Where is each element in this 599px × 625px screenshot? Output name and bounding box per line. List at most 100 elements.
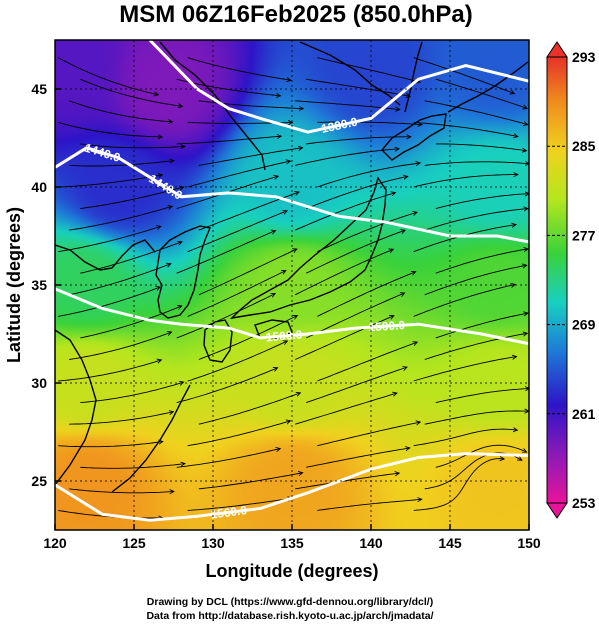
streamline — [198, 393, 300, 425]
streamline — [413, 459, 504, 511]
streamline — [317, 163, 419, 188]
streamline — [187, 421, 290, 447]
streamline — [69, 412, 173, 425]
streamline — [80, 464, 184, 469]
colorbar-tick-label: 277 — [572, 227, 596, 243]
streamline — [198, 100, 303, 109]
streamline — [187, 211, 287, 253]
streamline — [187, 271, 286, 317]
streamline — [176, 294, 275, 339]
streamline — [413, 121, 518, 136]
streamline — [435, 444, 526, 468]
streamline — [69, 488, 173, 493]
streamline — [176, 231, 275, 274]
streamline — [80, 306, 181, 339]
streamline — [317, 57, 419, 82]
streamline — [176, 449, 280, 468]
streamline — [306, 230, 404, 274]
height-contour-line — [55, 452, 529, 522]
x-tick-label: 130 — [201, 535, 225, 551]
streamline — [80, 143, 184, 148]
streamline — [80, 382, 183, 404]
streamline — [58, 287, 160, 317]
height-contour-line — [55, 146, 529, 244]
streamline — [317, 422, 420, 447]
streamline — [295, 149, 398, 166]
streamline — [424, 100, 528, 125]
x-tick-label: 135 — [280, 535, 304, 551]
colorbar: 293 285 277 269 261 253 — [546, 41, 596, 519]
streamline — [176, 136, 281, 145]
streamline — [413, 357, 516, 382]
streamline — [80, 78, 182, 106]
colorbar-bottom-triangle — [546, 502, 568, 519]
streamline — [187, 57, 291, 81]
streamline — [198, 148, 302, 166]
streamline — [187, 161, 290, 188]
streamline — [69, 100, 172, 122]
streamline — [295, 316, 393, 360]
streamline — [294, 250, 393, 296]
streamline — [69, 161, 173, 167]
streamline — [424, 209, 528, 231]
contour-label: 1560.0 — [210, 503, 248, 521]
streamline — [317, 212, 416, 253]
streamline — [413, 57, 514, 94]
streamline — [435, 194, 529, 210]
streamline — [435, 313, 528, 339]
colorbar-top-triangle — [546, 41, 568, 58]
x-tick-label: 125 — [122, 535, 146, 551]
contour-label: 1500.0 — [368, 318, 406, 334]
streamline — [424, 333, 527, 360]
streamline — [435, 143, 526, 151]
streamline — [306, 293, 404, 339]
colorbar-scale — [546, 56, 568, 504]
streamline — [187, 341, 287, 382]
lat-lon-grid — [55, 40, 529, 530]
streamline — [317, 342, 417, 382]
y-tick-label: 40 — [31, 179, 47, 195]
streamline — [69, 264, 170, 296]
streamline — [187, 498, 292, 511]
x-tick-label: 145 — [438, 535, 462, 551]
streamline — [435, 78, 527, 108]
streamline — [317, 121, 421, 125]
credit-line-drawing: Drawing by DCL (https://www.gfd-dennou.o… — [147, 596, 433, 608]
streamline — [295, 193, 395, 231]
streamline — [424, 411, 529, 425]
streamline — [413, 429, 517, 447]
y-tick-label: 35 — [31, 277, 47, 293]
streamline — [306, 367, 406, 404]
x-tick-label: 120 — [43, 535, 67, 551]
colorbar-tick-label: 253 — [572, 495, 596, 511]
streamline — [198, 316, 297, 360]
streamline — [198, 249, 297, 296]
streamline — [57, 57, 158, 95]
streamline — [413, 285, 515, 317]
streamline — [295, 393, 396, 425]
y-tick-label: 25 — [31, 473, 47, 489]
streamline — [424, 265, 527, 296]
y-tick-label: 30 — [31, 375, 47, 391]
streamline — [424, 162, 529, 166]
colorbar-tick-label: 293 — [572, 49, 596, 65]
streamline — [69, 207, 172, 231]
x-tick-label: 140 — [359, 535, 383, 551]
streamline — [58, 227, 160, 253]
colorbar-tick-label: 285 — [572, 138, 596, 154]
streamline — [317, 499, 421, 511]
streamline — [306, 448, 409, 468]
y-tick-label: 45 — [31, 81, 47, 97]
map-title: MSM 06Z16Feb2025 (850.0hPa) — [119, 1, 473, 28]
streamline — [58, 175, 162, 188]
streamline — [80, 187, 183, 210]
credit-line-data: Data from http://database.rish.kyoto-u.a… — [146, 610, 433, 622]
y-axis-ticks: 45 40 35 30 25 — [31, 81, 61, 489]
streamline — [317, 272, 415, 317]
streamline — [58, 442, 162, 448]
streamline — [176, 368, 277, 404]
streamline — [435, 249, 528, 274]
streamline — [306, 177, 407, 210]
x-axis-ticks: 120 125 130 135 140 145 150 — [43, 524, 541, 551]
